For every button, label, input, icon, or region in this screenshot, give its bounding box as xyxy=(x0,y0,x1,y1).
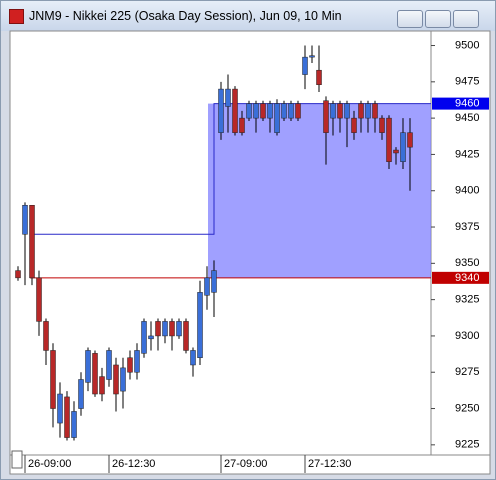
y-tick-label: 9300 xyxy=(455,330,479,342)
candle-body xyxy=(337,103,343,119)
candle-body xyxy=(316,69,322,85)
level-tag xyxy=(432,271,489,284)
candle-body xyxy=(71,411,77,438)
candle-body xyxy=(134,350,140,373)
x-tick-label: 26-12:30 xyxy=(112,458,155,470)
x-tick-label: 26-09:00 xyxy=(28,458,71,470)
candle-body xyxy=(85,350,91,383)
candle-body xyxy=(274,103,280,133)
candle-body xyxy=(211,270,217,293)
y-tick-label: 9275 xyxy=(455,366,479,378)
candle-body xyxy=(239,117,245,133)
candle-body xyxy=(169,321,175,337)
candle-body xyxy=(400,132,406,162)
level-tag xyxy=(432,97,489,110)
candle-body xyxy=(260,103,266,119)
candle-body xyxy=(302,56,308,75)
candle-body xyxy=(120,367,126,392)
candle-body xyxy=(225,88,231,107)
candle-body xyxy=(393,149,399,154)
candle-body xyxy=(379,117,385,133)
y-tick-label: 9325 xyxy=(455,294,479,306)
time-axis-area xyxy=(9,454,491,475)
candle-body xyxy=(190,350,196,366)
candle-body xyxy=(57,393,63,424)
app-icon xyxy=(9,9,24,24)
y-tick-label: 9400 xyxy=(455,185,479,197)
candle-body xyxy=(386,117,392,162)
level-tag-label: 9460 xyxy=(455,98,479,110)
x-tick-label: 27-09:00 xyxy=(224,458,267,470)
y-tick-label: 9250 xyxy=(455,402,479,414)
candle-body xyxy=(358,103,364,119)
candle-body xyxy=(288,103,294,119)
y-tick-label: 9475 xyxy=(455,76,479,88)
candle-body xyxy=(323,100,329,133)
y-tick-label: 9225 xyxy=(455,439,479,451)
candle-body xyxy=(162,321,168,337)
candle-body xyxy=(43,321,49,351)
candle-body xyxy=(372,103,378,119)
candle-body xyxy=(344,103,350,119)
level-line xyxy=(30,103,431,235)
candle-body xyxy=(281,103,287,119)
candle-body xyxy=(141,321,147,354)
y-tick-label: 9425 xyxy=(455,148,479,160)
window-title: JNM9 - Nikkei 225 (Osaka Day Session), J… xyxy=(29,9,342,23)
candle-body xyxy=(365,103,371,119)
candle-body xyxy=(106,350,112,380)
candle-body xyxy=(232,88,238,133)
candle-body xyxy=(309,55,315,58)
minimize-button[interactable] xyxy=(397,10,423,28)
candle-body xyxy=(155,321,161,337)
candle-body xyxy=(50,350,56,409)
maximize-button[interactable] xyxy=(425,10,451,28)
candle-body xyxy=(204,277,210,296)
corner-box xyxy=(11,450,23,469)
x-tick-label: 27-12:30 xyxy=(308,458,351,470)
title-bar: JNM9 - Nikkei 225 (Osaka Day Session), J… xyxy=(1,1,495,31)
close-button[interactable] xyxy=(453,10,479,28)
candle-body xyxy=(64,396,70,438)
candle-body xyxy=(36,277,42,322)
candle-body xyxy=(127,357,133,373)
y-tick-label: 9500 xyxy=(455,39,479,51)
price-axis-area xyxy=(430,30,491,456)
candle-body xyxy=(295,103,301,119)
candle-body xyxy=(15,270,21,279)
level-tag-label: 9340 xyxy=(455,272,479,284)
candle-body xyxy=(99,376,105,395)
candle-body xyxy=(407,132,413,148)
candle-body xyxy=(113,364,119,395)
candle-body xyxy=(246,103,252,119)
candle-body xyxy=(29,204,35,279)
candle-body xyxy=(351,117,357,133)
candle-body xyxy=(176,321,182,337)
shaded-zone xyxy=(208,103,431,278)
y-tick-label: 9450 xyxy=(455,112,479,124)
candle-body xyxy=(148,335,154,340)
y-tick-label: 9350 xyxy=(455,257,479,269)
candle-body xyxy=(78,379,84,409)
candle-body xyxy=(267,103,273,119)
candle-body xyxy=(218,88,224,133)
candle-body xyxy=(92,353,98,395)
candle-body xyxy=(183,321,189,351)
candle-body xyxy=(253,103,259,119)
candle-body xyxy=(330,103,336,119)
candle-body xyxy=(197,292,203,358)
candle-body xyxy=(22,204,28,235)
y-tick-label: 9375 xyxy=(455,221,479,233)
